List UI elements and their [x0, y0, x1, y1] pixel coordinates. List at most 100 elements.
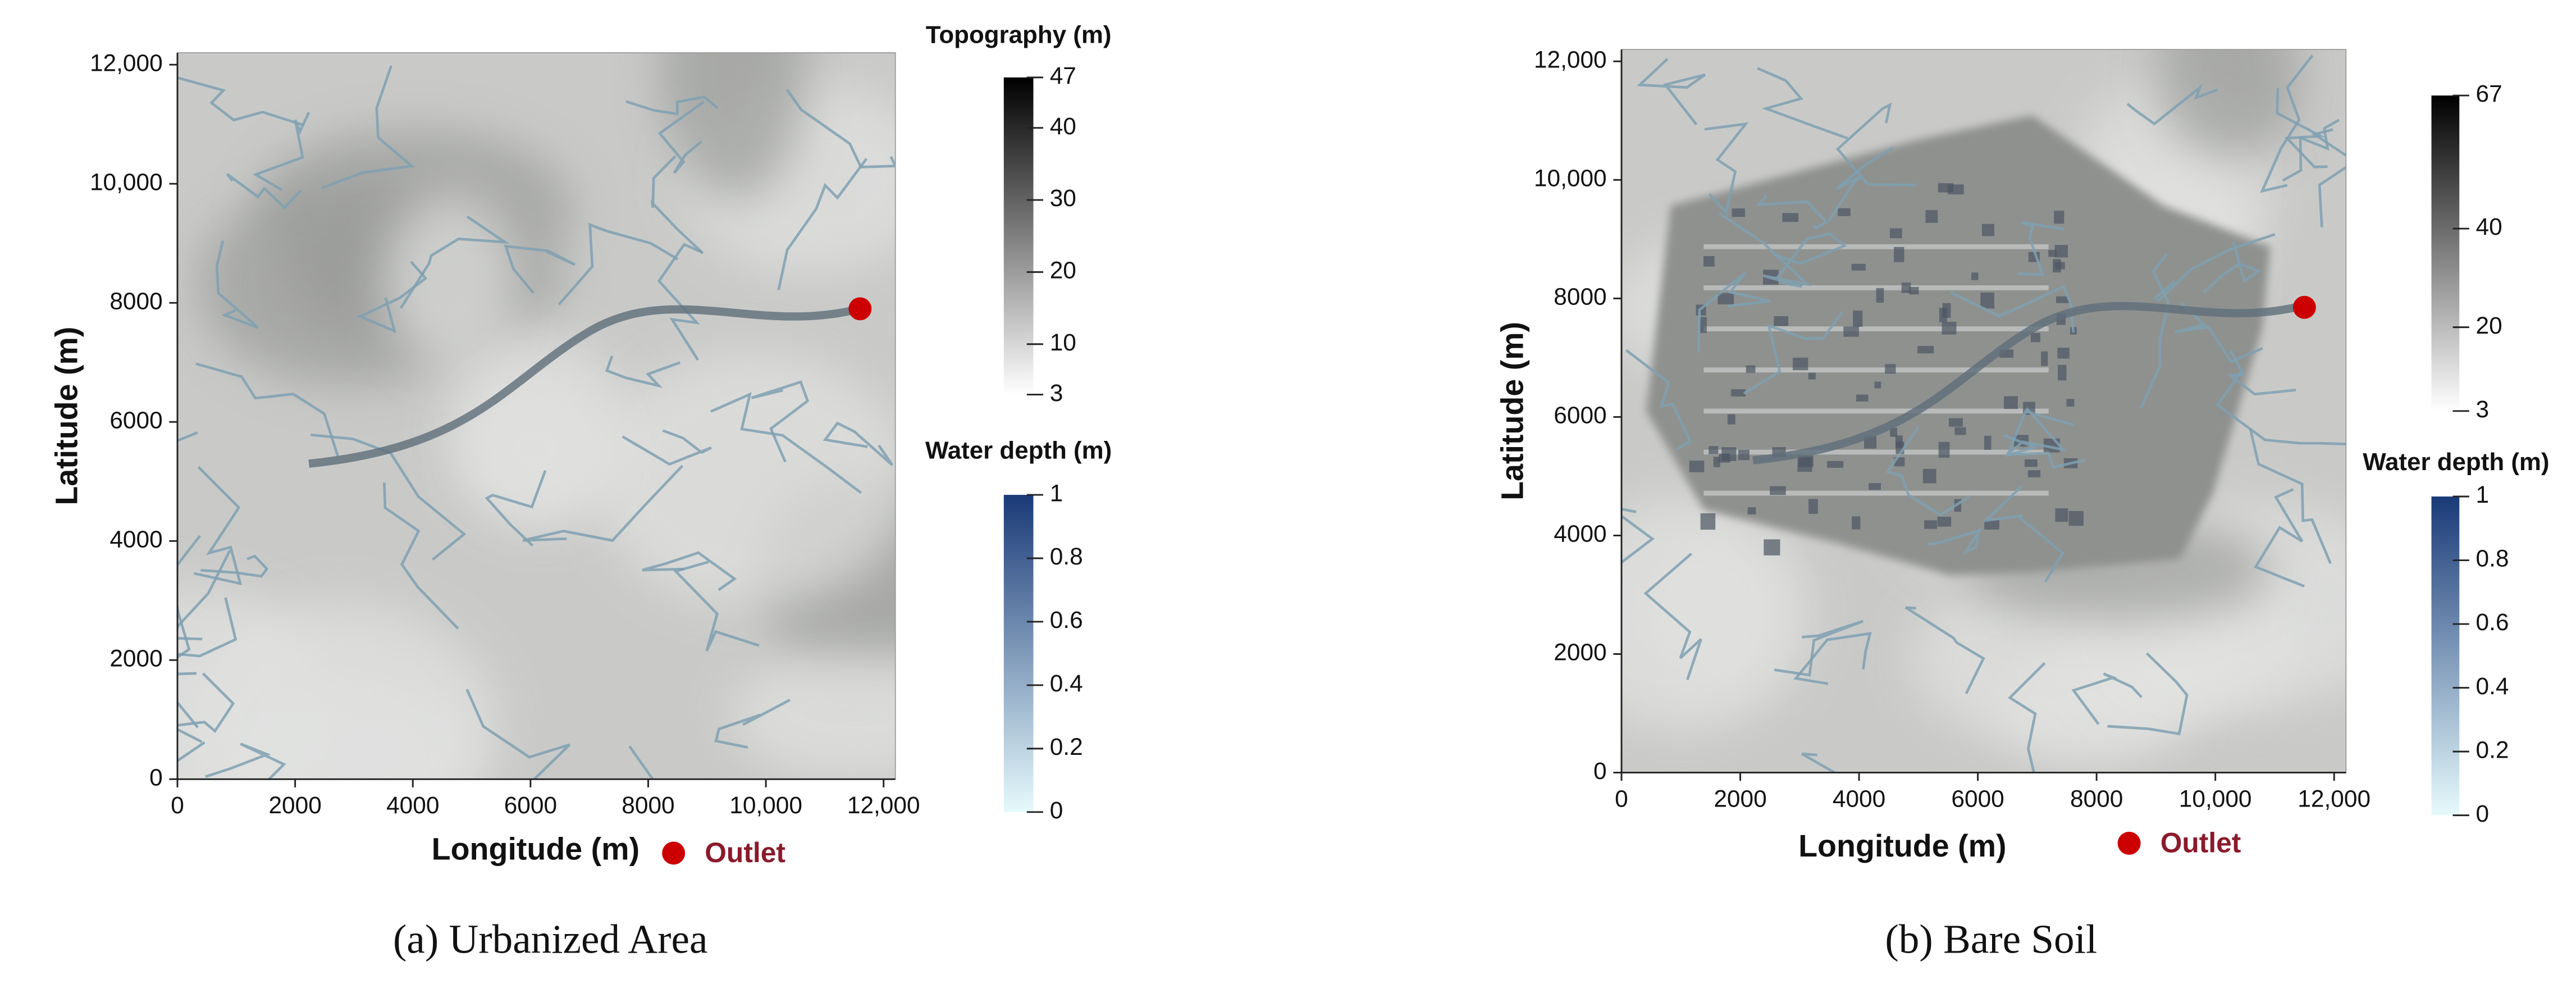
x-tick-label: 12,000: [847, 792, 920, 818]
stream: [1828, 147, 1894, 222]
colorbar-tick-label: 3: [2476, 396, 2490, 422]
colorbar-title: Water depth (m): [925, 437, 1112, 464]
stream: [2226, 349, 2296, 396]
stream: [2282, 119, 2340, 182]
stream: [177, 76, 304, 127]
x-tick-label: 0: [171, 792, 184, 818]
pond: [1852, 516, 1861, 530]
pond: [1703, 256, 1715, 267]
stream: [657, 101, 705, 174]
y-axis-label: Latitude (m): [1495, 322, 1529, 500]
stream: [485, 470, 547, 547]
pond: [1922, 468, 1936, 484]
x-tick-label: 6000: [504, 792, 557, 818]
stream: [465, 689, 571, 780]
y-tick-label: 0: [149, 764, 163, 790]
stream: [1928, 527, 1983, 555]
colorbar: [2431, 496, 2460, 816]
colorbar-tick-label: 3: [1050, 380, 1063, 406]
pond: [1838, 208, 1851, 216]
pond: [1827, 461, 1844, 468]
x-tick-label: 2000: [1714, 786, 1766, 812]
pond: [1901, 283, 1911, 293]
stream: [2203, 242, 2262, 294]
stream: [2140, 253, 2170, 409]
stream: [650, 155, 704, 254]
pond: [1700, 513, 1716, 530]
colorbar: [1003, 495, 1034, 812]
stream: [2071, 672, 2143, 725]
pond: [1770, 486, 1786, 495]
main-channel: [1752, 302, 2296, 464]
pond: [1851, 263, 1866, 271]
colorbar-tick-label: 20: [1050, 257, 1076, 284]
pond: [1924, 520, 1937, 529]
legend-label: Outlet: [2161, 827, 2241, 858]
stream: [642, 551, 737, 591]
pond: [2054, 245, 2068, 258]
stream: [177, 549, 231, 728]
stream: [383, 482, 459, 630]
stream: [1835, 102, 1916, 186]
colorbar-tick-label: 0.8: [2476, 545, 2509, 572]
pond: [2053, 259, 2061, 273]
stream: [2003, 407, 2067, 457]
colorbar-tick-label: 47: [1050, 62, 1076, 89]
pond: [1954, 427, 1966, 435]
terrain-shade: [2156, 49, 2300, 160]
colorbar-tick-label: 0.6: [1050, 607, 1083, 633]
stream: [1801, 752, 1838, 773]
pond: [1709, 446, 1719, 454]
stream: [1643, 552, 1702, 681]
stream: [226, 172, 302, 210]
y-tick-label: 12,000: [1534, 46, 1607, 72]
pond: [1738, 449, 1750, 461]
terrain-shade: [464, 383, 607, 513]
pond: [2057, 348, 2070, 359]
pond: [1948, 418, 1963, 427]
stream: [710, 392, 862, 494]
terrain-shade: [729, 650, 896, 780]
terrain-shade: [382, 194, 519, 367]
map: [177, 52, 896, 780]
stream: [2276, 88, 2328, 168]
pond: [1895, 435, 1903, 448]
stream: [2107, 652, 2189, 736]
pond: [1718, 293, 1734, 304]
x-tick-label: 0: [1615, 786, 1628, 812]
stream: [1636, 58, 1706, 126]
stream: [177, 672, 235, 743]
x-tick-label: 2000: [268, 792, 321, 818]
main-channel: [308, 305, 852, 468]
legend-marker: [662, 841, 686, 865]
x-axis-label: Longitude (m): [1798, 828, 2006, 863]
stream: [1697, 271, 1770, 353]
stream: [1757, 67, 1848, 140]
colorbar-tick-label: 40: [1050, 113, 1076, 139]
y-tick-label: 6000: [109, 407, 162, 433]
pond: [1689, 461, 1705, 472]
x-tick-label: 12,000: [2298, 786, 2371, 812]
pond: [2030, 332, 2041, 343]
stream: [2006, 409, 2085, 469]
y-tick-label: 8000: [109, 288, 162, 314]
pond: [1925, 210, 1938, 223]
x-tick-label: 10,000: [729, 792, 802, 818]
stream: [177, 535, 201, 676]
terrain-shade: [661, 52, 806, 200]
stream: [558, 222, 679, 306]
legend-marker: [2117, 831, 2141, 855]
caption: (a) Urbanized Area: [393, 917, 707, 962]
colorbar-tick-label: 30: [1050, 185, 1076, 211]
pond: [1869, 483, 1881, 490]
colorbar-tick-label: 0.4: [1050, 670, 1083, 696]
pond: [1731, 389, 1746, 397]
colorbar-title: Water depth (m): [2363, 448, 2549, 476]
pond: [1984, 435, 1992, 450]
colorbar-tick-label: 1: [1050, 480, 1063, 506]
pond: [2041, 351, 2048, 366]
pond: [2058, 365, 2067, 381]
pond: [1942, 321, 1957, 335]
stream: [205, 743, 286, 780]
